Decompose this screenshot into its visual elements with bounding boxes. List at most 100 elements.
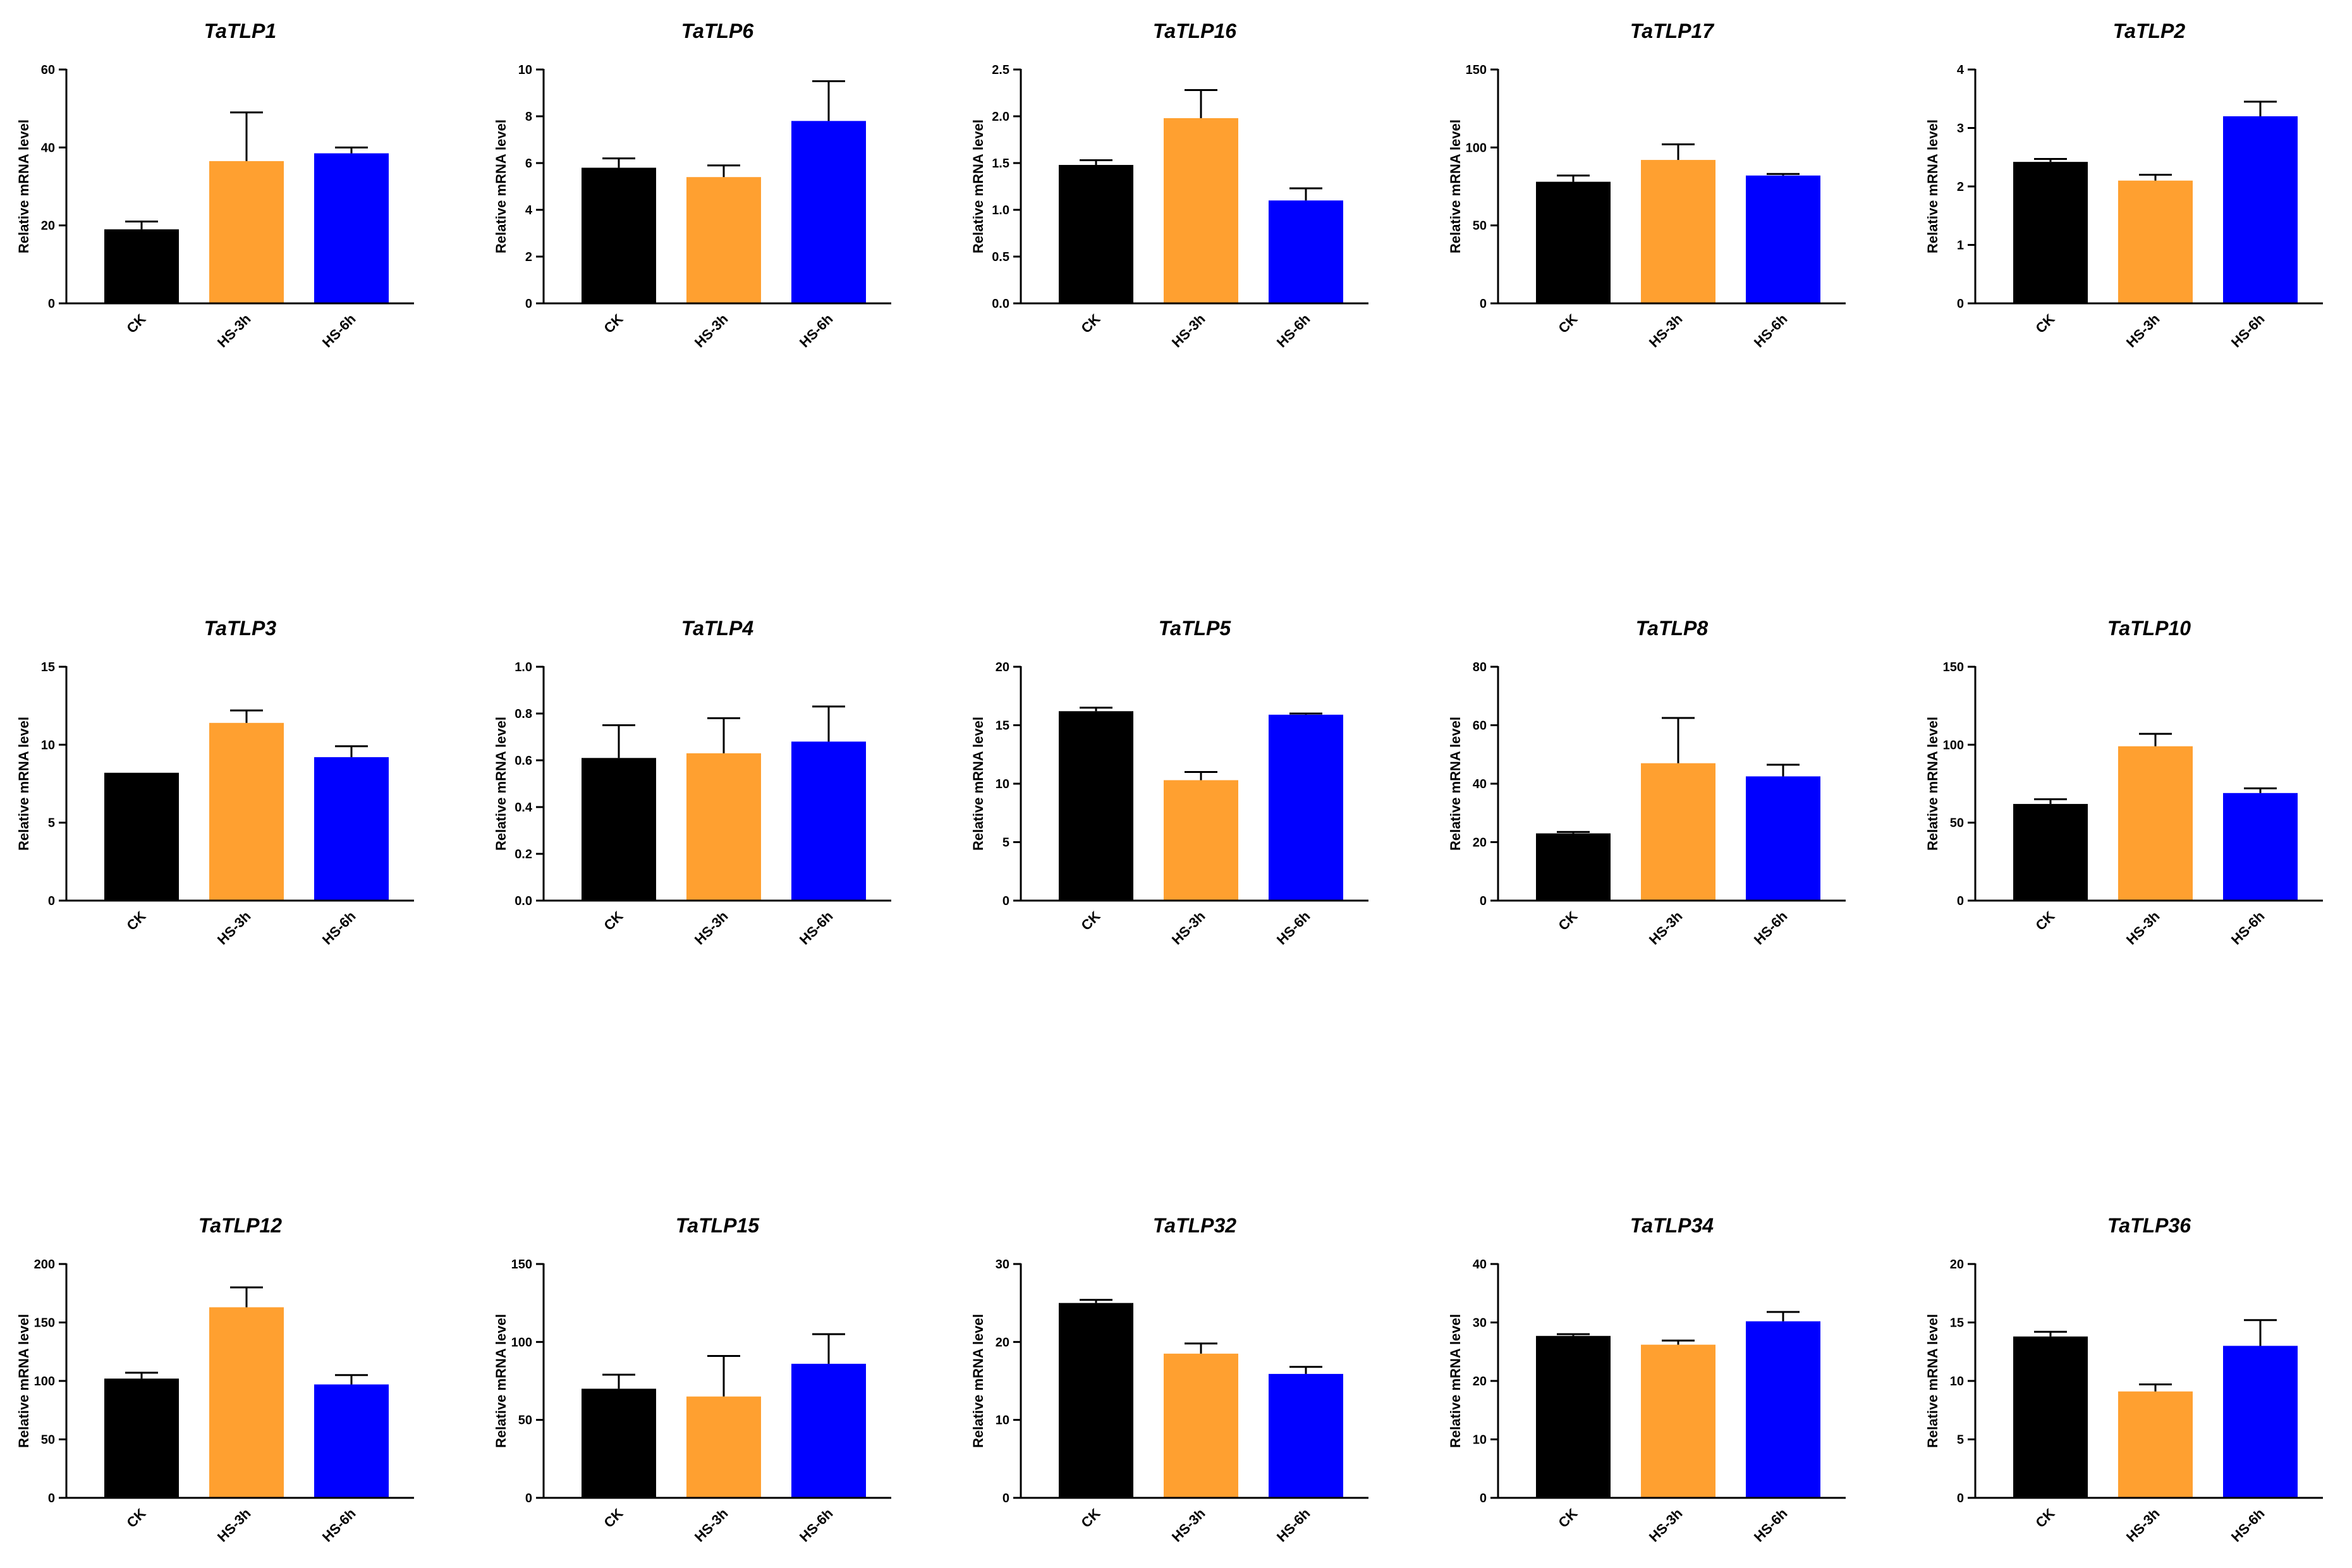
- y-tick-label: 0: [525, 297, 532, 311]
- x-tick-label: CK: [1078, 311, 1103, 336]
- bar-ck: [582, 1389, 656, 1498]
- x-tick-label: HS-6h: [319, 1505, 359, 1545]
- x-tick-label: HS-3h: [1169, 1505, 1209, 1545]
- chart-panel: TaTLP36 Relative mRNA level CK HS-3h HS-6h 0 5…: [1925, 1214, 2323, 1545]
- bar-hs-3h: [209, 722, 284, 901]
- y-axis-label: Relative mRNA level: [1447, 119, 1463, 253]
- bar-hs-3h: [1641, 160, 1715, 303]
- x-tick-label: HS-6h: [2228, 311, 2268, 351]
- y-tick-label: 0: [1957, 894, 1964, 908]
- y-tick-label: 40: [1473, 1258, 1487, 1272]
- chart-title: TaTLP1: [204, 20, 276, 42]
- y-tick-label: 1: [1957, 239, 1964, 253]
- bar-ck: [1536, 833, 1611, 901]
- bar-hs-3h: [686, 177, 761, 303]
- x-tick-label: HS-3h: [1646, 1505, 1686, 1545]
- bar-hs-3h: [1164, 780, 1238, 901]
- y-tick-label: 50: [1950, 817, 1964, 830]
- chart-panel: TaTLP5 Relative mRNA level CK HS-3h HS-6h 0 5 1…: [970, 617, 1368, 947]
- bar-ck: [1059, 164, 1133, 303]
- bar-hs-3h: [209, 161, 284, 303]
- y-tick-label: 6: [525, 157, 532, 171]
- bar-hs-6h: [1746, 175, 1820, 303]
- chart-panel: TaTLP32 Relative mRNA level CK HS-3h HS-6h 0 1…: [970, 1214, 1368, 1545]
- y-tick-label: 60: [1473, 719, 1487, 733]
- y-tick-label: 80: [1473, 660, 1487, 674]
- y-tick-label: 100: [34, 1375, 55, 1389]
- bar-hs-6h: [314, 757, 389, 901]
- x-tick-label: HS-3h: [2123, 1505, 2163, 1545]
- x-tick-label: HS-6h: [1274, 311, 1313, 351]
- y-tick-label: 0.8: [515, 707, 532, 721]
- x-tick-label: HS-3h: [214, 1505, 254, 1545]
- x-tick-label: CK: [123, 311, 149, 336]
- y-axis-label: Relative mRNA level: [970, 119, 986, 253]
- y-axis-label: Relative mRNA level: [1447, 717, 1463, 851]
- bar-hs-6h: [791, 741, 866, 901]
- y-tick-label: 20: [996, 1335, 1009, 1349]
- y-tick-label: 10: [996, 1414, 1009, 1428]
- bar-hs-6h: [1269, 1373, 1343, 1498]
- bar-hs-3h: [1641, 1344, 1715, 1498]
- x-tick-label: HS-6h: [2228, 1505, 2268, 1545]
- y-tick-label: 20: [1473, 1375, 1487, 1389]
- x-tick-label: HS-6h: [2228, 908, 2268, 948]
- y-tick-label: 0: [48, 894, 55, 908]
- bar-hs-6h: [2223, 1346, 2298, 1498]
- y-axis-label: Relative mRNA level: [493, 1314, 509, 1448]
- bar-hs-6h: [791, 121, 866, 303]
- y-tick-label: 1.0: [992, 204, 1009, 217]
- y-tick-label: 40: [1473, 777, 1487, 791]
- x-tick-label: HS-3h: [2123, 908, 2163, 948]
- x-tick-label: CK: [2032, 1505, 2057, 1531]
- y-tick-label: 0: [48, 297, 55, 311]
- chart-panel: TaTLP8 Relative mRNA level CK HS-3h HS-6h 0 20…: [1447, 617, 1846, 947]
- y-tick-label: 4: [525, 204, 533, 217]
- x-tick-label: HS-6h: [319, 908, 359, 948]
- y-tick-label: 150: [1943, 660, 1964, 674]
- y-axis-label: Relative mRNA level: [16, 119, 32, 253]
- bar-hs-3h: [1164, 118, 1238, 303]
- y-tick-label: 0.0: [515, 894, 532, 908]
- y-tick-label: 30: [1473, 1316, 1487, 1330]
- bar-hs-3h: [2118, 1391, 2193, 1498]
- chart-panel: TaTLP6 Relative mRNA level CK HS-3h HS-6h 0 2 4…: [493, 20, 891, 350]
- y-tick-label: 150: [511, 1258, 532, 1272]
- bar-hs-3h: [686, 753, 761, 901]
- x-tick-label: CK: [1555, 1505, 1580, 1531]
- y-axis-label: Relative mRNA level: [493, 119, 509, 253]
- y-axis-label: Relative mRNA level: [493, 717, 509, 851]
- y-axis-label: Relative mRNA level: [970, 1314, 986, 1448]
- x-tick-label: HS-3h: [1646, 311, 1686, 351]
- x-tick-label: CK: [1555, 908, 1580, 933]
- y-tick-label: 0: [1002, 1492, 1009, 1505]
- bar-hs-6h: [1269, 200, 1343, 303]
- chart-title: TaTLP32: [1153, 1214, 1236, 1237]
- bar-hs-6h: [2223, 116, 2298, 303]
- x-tick-label: HS-3h: [692, 1505, 731, 1545]
- y-tick-label: 2: [1957, 180, 1964, 194]
- x-tick-label: HS-6h: [1751, 1505, 1791, 1545]
- chart-panel: TaTLP3 Relative mRNA level CK HS-3h HS-6h 0 5 1…: [16, 617, 414, 947]
- x-tick-label: HS-3h: [1646, 908, 1686, 948]
- bar-ck: [104, 772, 179, 901]
- x-tick-label: HS-3h: [692, 908, 731, 948]
- bar-ck: [2013, 162, 2088, 303]
- chart-panel: TaTLP34 Relative mRNA level CK HS-3h HS-6h 0 1…: [1447, 1214, 1846, 1545]
- x-tick-label: HS-3h: [214, 311, 254, 351]
- y-axis-label: Relative mRNA level: [16, 1314, 32, 1448]
- y-tick-label: 20: [996, 660, 1009, 674]
- bar-hs-3h: [686, 1396, 761, 1498]
- y-tick-label: 0.4: [515, 801, 533, 815]
- chart-title: TaTLP17: [1630, 20, 1715, 42]
- bar-ck: [104, 229, 179, 303]
- x-tick-label: CK: [1078, 908, 1103, 933]
- y-tick-label: 200: [34, 1258, 55, 1272]
- y-tick-label: 0: [1480, 894, 1487, 908]
- chart-panel: TaTLP2 Relative mRNA level CK HS-3h HS-6h 0 1 2…: [1925, 20, 2323, 350]
- bar-ck: [1536, 181, 1611, 303]
- y-axis-label: Relative mRNA level: [1925, 119, 1941, 253]
- y-tick-label: 5: [1002, 836, 1009, 850]
- y-tick-label: 0: [1957, 297, 1964, 311]
